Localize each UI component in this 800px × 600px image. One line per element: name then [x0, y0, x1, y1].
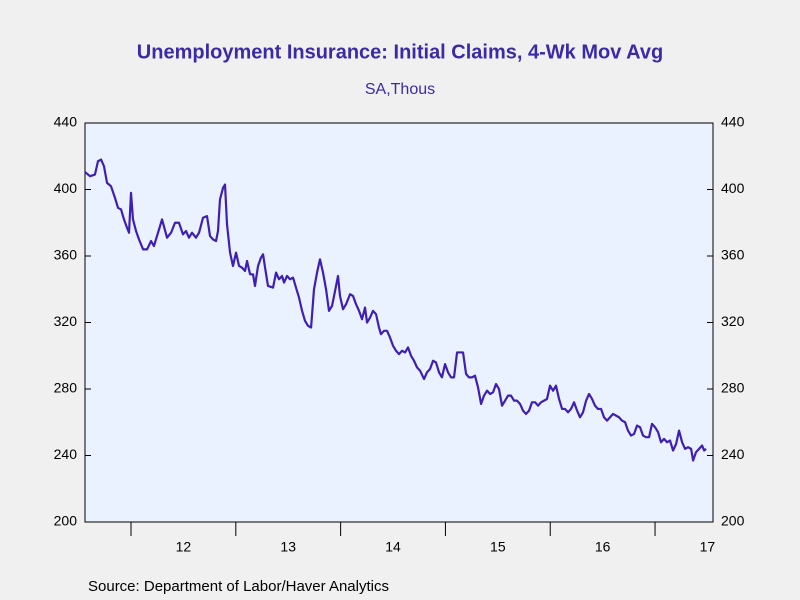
x-tick-label: 15 — [490, 539, 506, 555]
source-note: Source: Department of Labor/Haver Analyt… — [88, 578, 389, 595]
x-tick-label: 12 — [176, 539, 192, 555]
x-tick-label: 13 — [280, 539, 296, 555]
y-tick-label: 280 — [54, 380, 78, 396]
y2-tick-label: 360 — [721, 247, 745, 263]
x-tick-label: 17 — [700, 539, 716, 555]
x-tick-label: 16 — [595, 539, 611, 555]
y2-tick-label: 200 — [721, 513, 745, 529]
plot-area — [84, 122, 714, 523]
chart-subtitle: SA,Thous — [365, 81, 435, 98]
y2-tick-label: 280 — [721, 380, 745, 396]
y-tick-label: 320 — [54, 313, 78, 329]
y-tick-label: 400 — [54, 180, 78, 196]
chart-title: Unemployment Insurance: Initial Claims, … — [137, 41, 663, 63]
data-line — [84, 158, 707, 462]
y2-tick-label: 400 — [721, 180, 745, 196]
y2-tick-label: 440 — [721, 114, 745, 130]
x-tick-label: 14 — [385, 539, 401, 555]
y2-tick-label: 240 — [721, 446, 745, 462]
y2-tick-label: 320 — [721, 313, 745, 329]
y-tick-label: 360 — [54, 247, 78, 263]
y-tick-label: 240 — [54, 446, 78, 462]
y-tick-label: 200 — [54, 513, 78, 529]
y-tick-label: 440 — [54, 114, 78, 130]
